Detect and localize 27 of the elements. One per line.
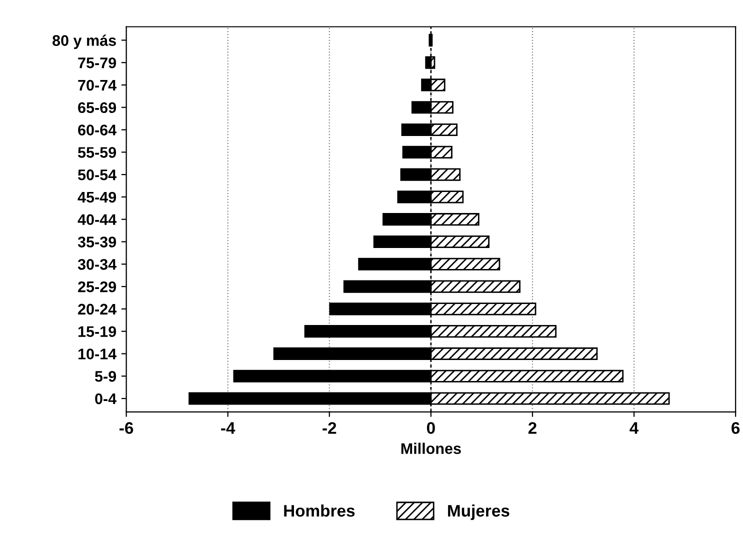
y-tick-label: 10-14 <box>78 348 117 360</box>
y-tick-label: 70-74 <box>78 80 117 91</box>
y-tick-label: 80 y más <box>52 34 116 49</box>
x-tick-label: -2 <box>322 422 336 434</box>
y-tick-label: 60-64 <box>78 124 117 136</box>
y-tick-label: 35-39 <box>78 236 116 248</box>
y-tick-label: 25-29 <box>78 281 116 292</box>
legend-label: Mujeres <box>448 504 510 520</box>
y-tick-label: 0-4 <box>95 393 117 404</box>
y-tick-label: 5-9 <box>94 370 116 382</box>
y-tick-label: 20-24 <box>78 304 117 315</box>
y-tick-label: 45-49 <box>78 192 116 203</box>
y-tick-label: 50-54 <box>78 169 117 180</box>
y-tick-label: 75-79 <box>78 57 116 68</box>
y-tick-label: 15-19 <box>78 326 116 338</box>
x-axis-title: Millones <box>401 442 461 454</box>
y-tick-label: 30-34 <box>78 259 117 270</box>
y-tick-label: 65-69 <box>78 102 116 114</box>
y-tick-label: 55-59 <box>78 147 116 158</box>
x-tick-label: 4 <box>630 422 639 434</box>
x-tick-label: 6 <box>732 422 740 434</box>
x-tick-label: 0 <box>426 422 435 434</box>
x-tick-label: 2 <box>528 422 536 434</box>
x-tick-label: -6 <box>120 422 134 434</box>
x-tick-label: -4 <box>221 422 236 434</box>
y-tick-label: 40-44 <box>78 214 117 226</box>
legend-label: Hombres <box>284 504 355 517</box>
